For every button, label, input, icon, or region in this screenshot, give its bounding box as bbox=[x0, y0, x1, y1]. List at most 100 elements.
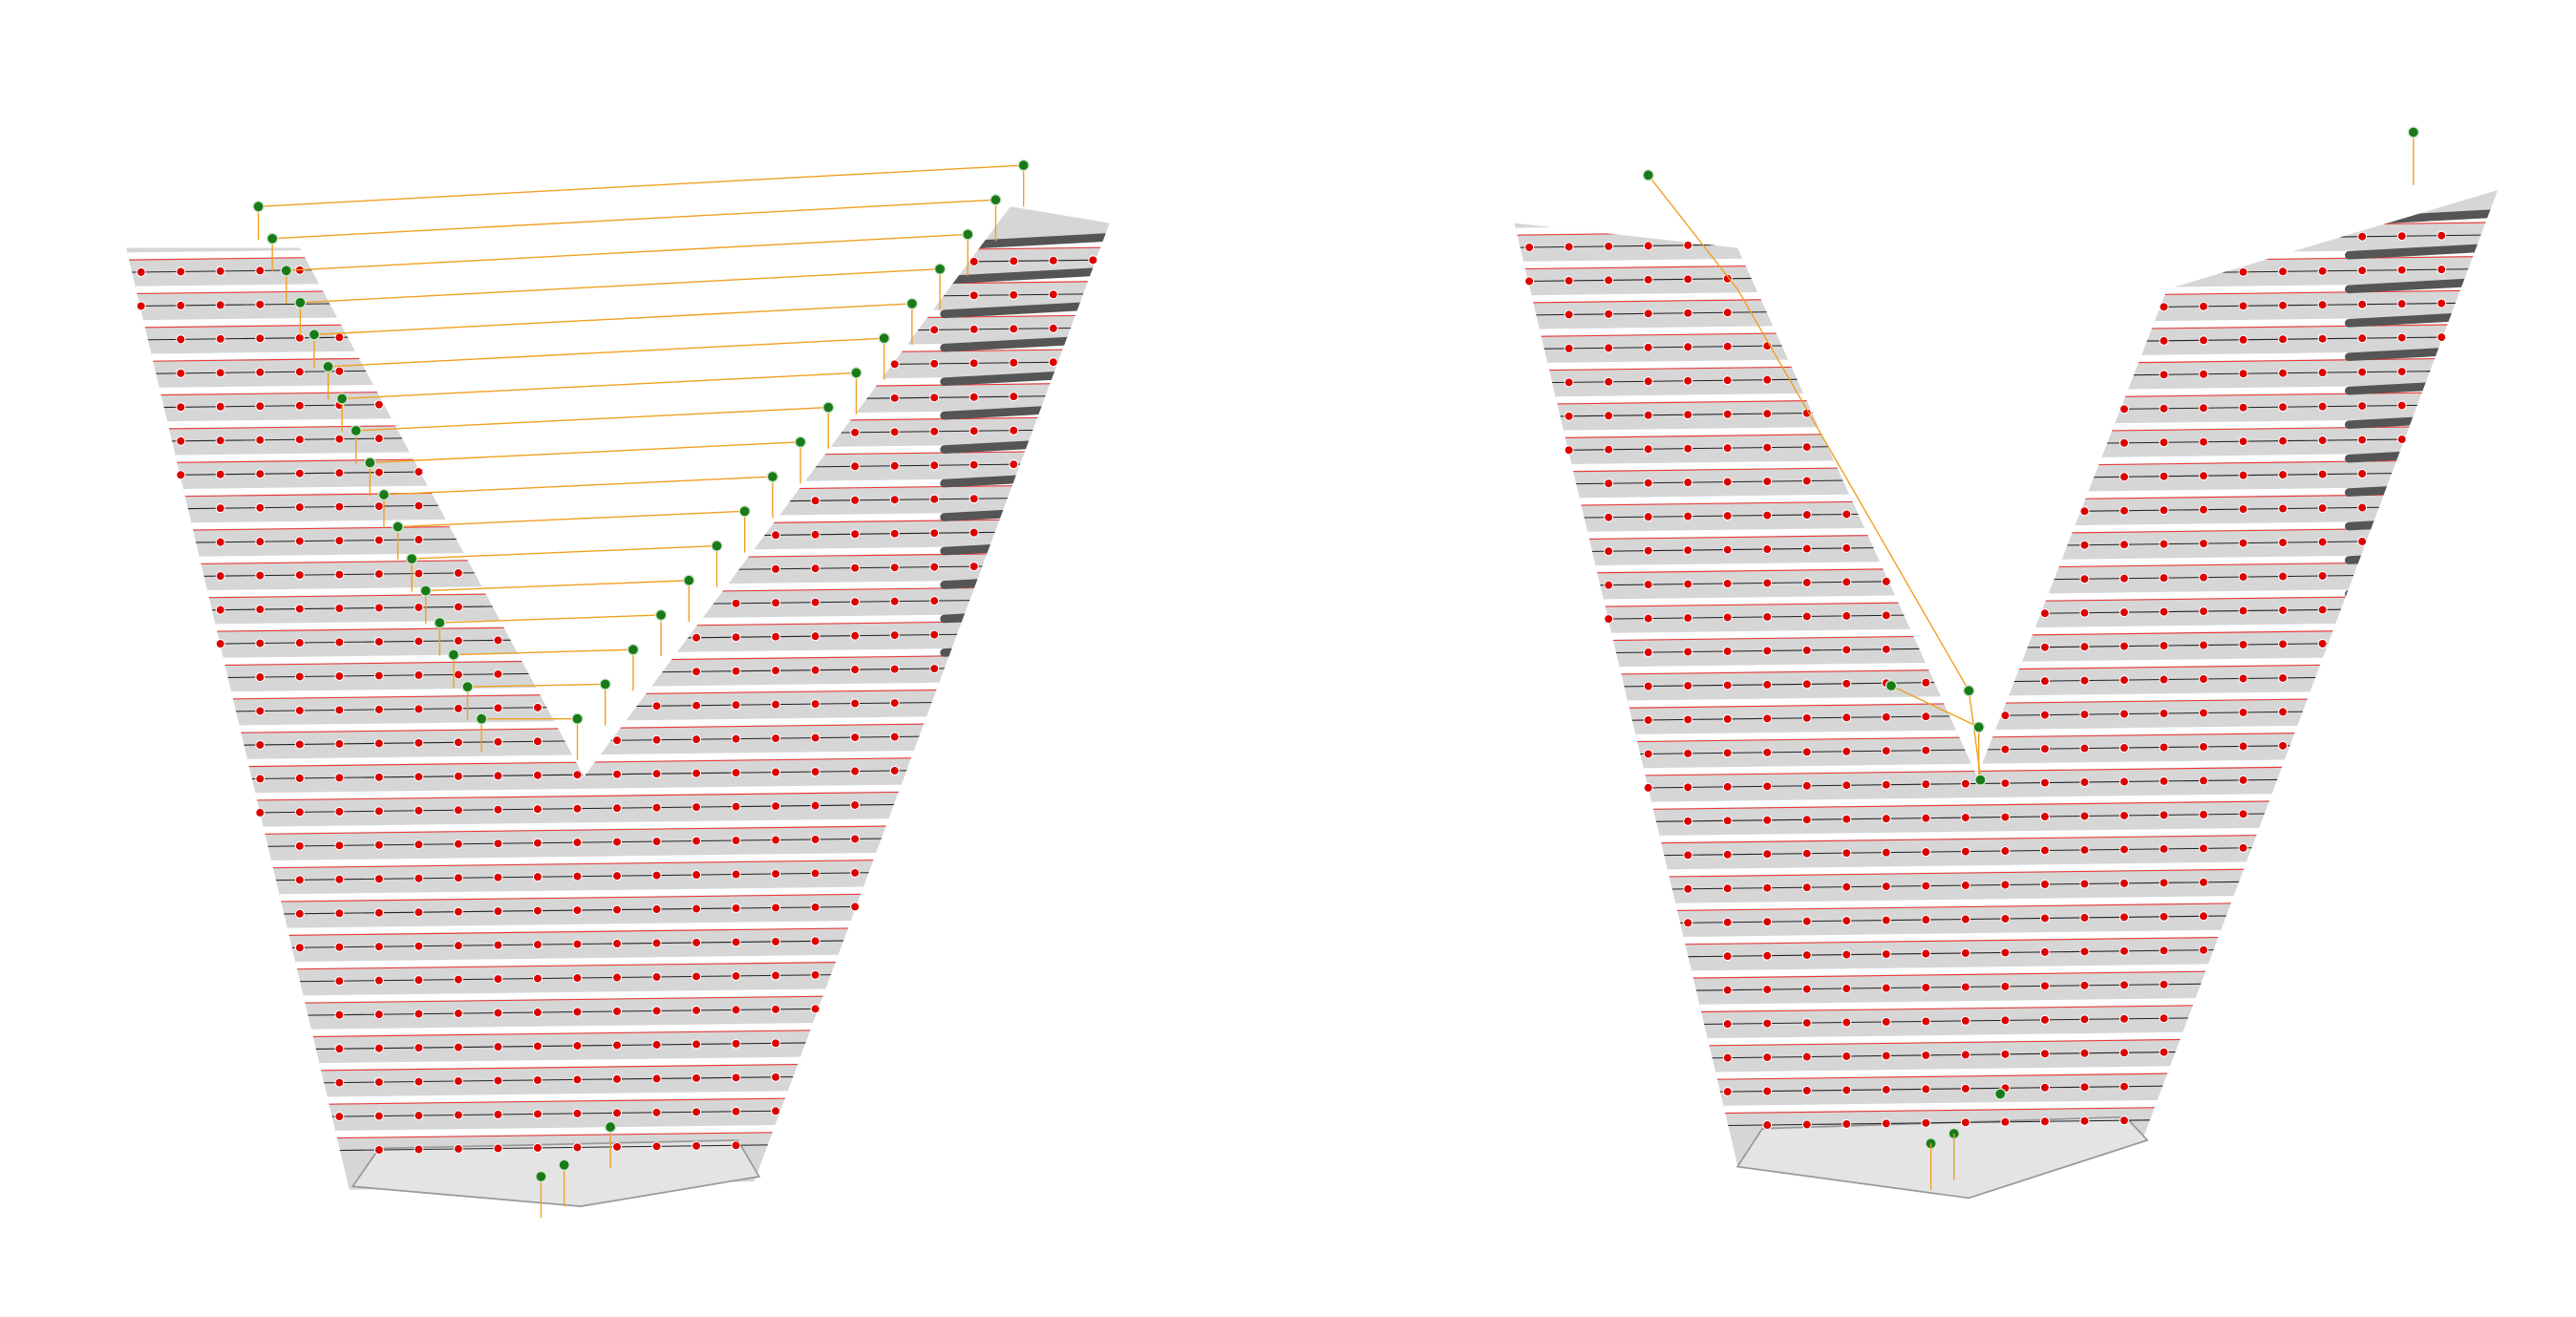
guide-line bbox=[1648, 174, 1982, 777]
control-point bbox=[1842, 848, 1852, 859]
control-point bbox=[1842, 882, 1852, 892]
control-point bbox=[532, 905, 543, 916]
control-point bbox=[294, 367, 305, 377]
control-point bbox=[731, 937, 741, 947]
control-point bbox=[414, 467, 424, 478]
control-point bbox=[1722, 544, 1733, 555]
guide-point bbox=[1884, 679, 1898, 692]
control-point bbox=[2159, 539, 2169, 549]
control-point bbox=[1960, 846, 1970, 857]
control-point bbox=[771, 699, 781, 710]
control-point bbox=[1881, 915, 1891, 925]
control-point bbox=[810, 767, 820, 777]
control-point bbox=[493, 635, 503, 646]
control-point bbox=[215, 300, 225, 310]
rib-shade bbox=[940, 943, 1110, 962]
control-point bbox=[1564, 309, 1574, 320]
control-point bbox=[215, 605, 225, 615]
control-point bbox=[2118, 810, 2130, 820]
control-point bbox=[255, 299, 266, 309]
guide-point bbox=[878, 331, 890, 345]
control-point bbox=[1643, 274, 1653, 285]
control-point bbox=[2039, 642, 2050, 652]
control-point bbox=[2079, 574, 2090, 584]
control-point bbox=[2199, 741, 2209, 752]
control-point bbox=[2357, 502, 2368, 513]
rib-shade bbox=[2344, 1053, 2499, 1073]
control-point bbox=[532, 804, 543, 815]
control-point bbox=[294, 908, 305, 919]
control-point bbox=[373, 806, 384, 817]
control-point bbox=[373, 670, 384, 681]
control-point bbox=[334, 637, 345, 648]
control-point bbox=[969, 324, 979, 334]
control-point bbox=[2159, 742, 2169, 753]
control-point bbox=[1881, 814, 1891, 824]
control-point bbox=[929, 664, 940, 674]
control-point bbox=[453, 1076, 463, 1087]
control-point bbox=[334, 705, 345, 715]
control-point bbox=[771, 1004, 781, 1014]
control-point bbox=[651, 904, 662, 915]
control-point bbox=[532, 1008, 543, 1018]
control-point bbox=[373, 704, 384, 714]
guide-point bbox=[294, 296, 307, 309]
control-point bbox=[334, 670, 345, 681]
control-point bbox=[176, 368, 186, 378]
control-point bbox=[2238, 470, 2248, 480]
control-point bbox=[1762, 679, 1773, 690]
control-point bbox=[414, 568, 424, 579]
control-point bbox=[2118, 404, 2130, 414]
control-point bbox=[215, 333, 225, 344]
control-point bbox=[493, 1143, 503, 1154]
control-point bbox=[850, 427, 861, 437]
control-point bbox=[414, 1009, 424, 1019]
control-point bbox=[2079, 642, 2090, 652]
rib-shade bbox=[2344, 1020, 2499, 1039]
control-point bbox=[1722, 781, 1733, 792]
control-point bbox=[2159, 945, 2169, 956]
control-point bbox=[612, 1141, 623, 1152]
control-point bbox=[215, 368, 225, 378]
control-point bbox=[2199, 673, 2209, 685]
control-point bbox=[1842, 542, 1852, 553]
guide-point bbox=[266, 232, 279, 245]
control-point bbox=[2159, 911, 2169, 922]
control-point bbox=[294, 671, 305, 682]
control-point bbox=[1722, 477, 1733, 487]
control-point bbox=[1842, 746, 1852, 756]
control-point bbox=[1643, 714, 1653, 725]
control-point bbox=[731, 768, 741, 778]
control-point bbox=[2079, 1082, 2090, 1093]
control-point bbox=[692, 667, 702, 677]
control-point bbox=[771, 835, 781, 845]
control-point bbox=[414, 1076, 424, 1087]
control-point bbox=[1960, 1050, 1970, 1060]
control-point bbox=[176, 300, 186, 310]
control-point bbox=[2159, 437, 2169, 448]
rib-shade bbox=[2344, 817, 2499, 836]
control-point bbox=[850, 733, 861, 743]
control-point bbox=[810, 868, 820, 879]
control-point bbox=[1921, 982, 1931, 992]
control-point bbox=[294, 739, 305, 750]
control-point bbox=[532, 940, 543, 950]
control-point bbox=[929, 596, 940, 606]
control-point bbox=[1722, 443, 1733, 454]
guide-point bbox=[419, 584, 432, 597]
control-point bbox=[692, 768, 702, 778]
control-point bbox=[1842, 1118, 1852, 1129]
control-point bbox=[850, 630, 861, 641]
control-point bbox=[294, 943, 305, 953]
control-point bbox=[1762, 374, 1773, 385]
control-point bbox=[334, 806, 345, 817]
control-point bbox=[2396, 400, 2407, 411]
control-point bbox=[1762, 815, 1773, 825]
control-point bbox=[771, 666, 781, 676]
control-point bbox=[612, 837, 623, 847]
control-point bbox=[810, 969, 820, 980]
control-point bbox=[373, 535, 384, 545]
control-point bbox=[453, 771, 463, 781]
control-point bbox=[1643, 478, 1653, 488]
control-point bbox=[2278, 571, 2289, 582]
